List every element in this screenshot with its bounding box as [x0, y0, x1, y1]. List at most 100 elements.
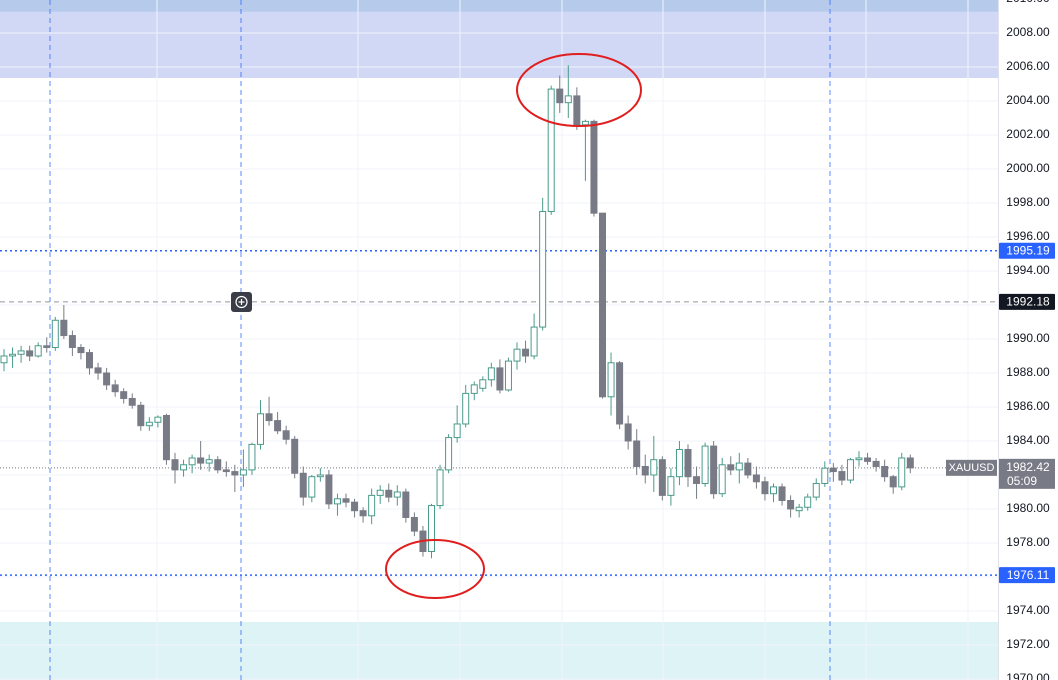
candle-body: [778, 486, 786, 501]
candle-body: [829, 467, 837, 473]
candle-body: [547, 88, 555, 212]
candle-body: [855, 457, 863, 461]
candle-body: [693, 476, 701, 484]
y-tick-label: 2004.00: [1006, 93, 1050, 107]
candle-body: [291, 438, 299, 474]
candle-body: [154, 416, 162, 423]
candle-body: [137, 404, 145, 427]
candle-body: [257, 413, 264, 445]
candle-body: [299, 472, 307, 498]
candle-body: [718, 464, 726, 495]
crosshair-label-bg: [999, 293, 1055, 310]
candle-body: [51, 319, 59, 348]
candle-body: [727, 464, 735, 471]
candle-body: [145, 421, 153, 427]
y-tick-label: 1974.00: [1006, 603, 1050, 617]
candle-body: [197, 457, 205, 464]
candle-body: [359, 510, 367, 517]
candle-body: [496, 367, 504, 391]
candle-body: [274, 420, 282, 432]
plus-icon: [235, 295, 248, 309]
candle-body: [162, 414, 170, 461]
y-tick-label: 2010.00: [1006, 0, 1050, 5]
crosshair-label: 1992.18: [1006, 295, 1050, 309]
candle-body: [385, 489, 393, 498]
candle-body: [573, 95, 581, 126]
candle-body: [17, 350, 25, 355]
candle-body: [86, 352, 93, 369]
candle-body: [60, 319, 68, 337]
candle-body: [821, 467, 829, 484]
candles: [0, 65, 914, 559]
candle-body: [684, 448, 692, 478]
y-tick-label: 1970.00: [1006, 671, 1050, 680]
candle-body: [214, 459, 222, 471]
candle-body: [111, 384, 119, 393]
candle-body: [752, 474, 760, 483]
annotations: [385, 53, 642, 599]
candle-body: [650, 459, 658, 476]
candle-body: [205, 459, 213, 464]
candle-body: [402, 491, 410, 518]
candle-body: [539, 210, 547, 328]
candle-body: [581, 120, 589, 126]
candle-body: [624, 423, 632, 442]
level-label: 1995.19: [1006, 243, 1050, 257]
zone: [0, 622, 998, 680]
candle-body: [616, 362, 624, 425]
candle-body: [410, 516, 418, 532]
candle-body: [9, 353, 17, 357]
candle-body: [333, 498, 341, 505]
last-price-label-bg: [999, 458, 1055, 489]
candle-body: [522, 348, 530, 357]
candle-body: [504, 360, 512, 391]
y-tick-label: 1980.00: [1006, 501, 1050, 515]
y-tick-label: 1986.00: [1006, 399, 1050, 413]
candle-body: [530, 326, 538, 357]
highlight-ellipse: [385, 539, 485, 599]
candle-body: [889, 476, 897, 488]
candle-body: [103, 372, 111, 386]
candle-body: [436, 469, 444, 507]
candle-body: [453, 423, 461, 439]
candle-body: [43, 345, 51, 348]
candle-body: [94, 367, 102, 374]
candle-body: [34, 345, 42, 357]
y-tick-label: 1978.00: [1006, 535, 1050, 549]
y-tick-label: 1988.00: [1006, 365, 1050, 379]
candle-body: [393, 491, 401, 498]
candle-body: [812, 482, 820, 498]
candle-body: [804, 496, 812, 508]
grid: [0, 0, 998, 680]
y-tick-label: 1984.00: [1006, 433, 1050, 447]
candle-body: [308, 476, 316, 498]
candle-body: [316, 474, 324, 478]
last-price-label: 1982.42: [1006, 460, 1050, 474]
candle-body: [120, 391, 128, 399]
y-tick-label: 2008.00: [1006, 25, 1050, 39]
candle-body: [607, 362, 615, 398]
zone: [0, 0, 998, 12]
candle-body: [248, 443, 256, 471]
candle-body: [787, 499, 795, 510]
y-tick-label: 1990.00: [1006, 331, 1050, 345]
candle-body: [265, 413, 273, 422]
countdown-label: 05:09: [1007, 474, 1037, 488]
candle-body: [761, 481, 769, 495]
candle-body: [795, 506, 803, 512]
candle-body: [906, 457, 914, 469]
candle-body: [342, 498, 350, 503]
y-tick-label: 1998.00: [1006, 195, 1050, 209]
candle-body: [898, 457, 906, 488]
candle-body: [188, 457, 196, 466]
candle-body: [599, 212, 606, 398]
candle-body: [180, 464, 188, 471]
candle-body: [770, 486, 777, 495]
candle-body: [376, 489, 384, 496]
crosshair-button[interactable]: [231, 292, 252, 312]
